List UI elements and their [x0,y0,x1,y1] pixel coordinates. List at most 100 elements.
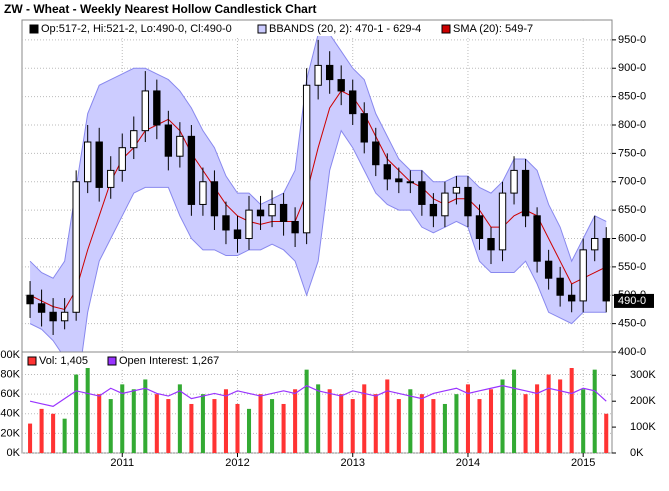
volume-bar [223,389,228,453]
candle-body [349,90,357,115]
candle-body [187,135,196,205]
volume-bar [316,384,321,453]
candle-body [233,229,242,239]
volume-bar [558,379,563,453]
volume-bar [189,403,194,453]
x-tick-label: 2014 [456,457,480,469]
volume-bar [419,394,424,453]
candle-body [591,237,599,251]
band-line [29,129,607,398]
legend-label: SMA (20): 549-7 [453,23,533,35]
volume-bar [442,403,447,453]
y-tick-label: 700-0 [618,176,646,188]
volume-bar [569,364,574,453]
volume-bar [28,423,33,453]
candle-body [360,113,368,143]
volume-bar [431,399,436,453]
y-tick-label: 900-0 [618,62,646,74]
candle-body [567,294,576,302]
candle-body [245,209,253,239]
candle-body [302,84,311,234]
volume-bar [408,389,413,453]
volume-bar [200,394,205,453]
volume-bar [143,379,148,453]
candle-body [107,169,115,188]
volume-bar [488,389,494,453]
candle-body [153,90,161,126]
volume-bar [581,389,586,453]
candle-body [325,64,334,81]
volume-bar [604,413,609,453]
legend-swatch [441,24,451,34]
candle-body [441,192,449,217]
x-tick-label: 2015 [571,457,595,469]
volume-bar [246,408,252,453]
candle-body [256,209,265,217]
candle-body [544,260,553,279]
legend-label: BBANDS (20, 2): 470-1 - 629-4 [269,23,421,35]
volume-bar [350,399,355,453]
y-tick-label: 400-0 [618,346,646,358]
candle-body [395,178,403,183]
volume-bar [362,384,367,453]
legend-label: Op:517-2, Hi:521-2, Lo:490-0, Cl:490-0 [41,23,232,35]
volume-bar [523,394,528,453]
volume-bar [270,399,275,453]
candle-body [533,215,541,262]
open-interest-line [29,384,607,408]
candle-body [118,147,126,171]
volume-bar [177,384,182,453]
volume-bar [500,379,505,453]
volume-bar [477,399,482,453]
candle-body [141,90,149,132]
candle-body [464,186,472,217]
volume-bar [258,394,263,453]
volume-bar [85,364,90,453]
volume-bar [304,369,309,453]
volume-bar [373,394,378,453]
candle-body [26,294,34,305]
legend-swatch [27,356,37,366]
legend-bar [23,22,611,36]
candle-body [372,141,380,166]
candle-body [383,164,391,180]
candle-body [510,169,518,194]
candle-body [429,203,438,217]
candle-body [268,203,276,217]
volume-bar [512,369,517,453]
candle-body [579,249,587,302]
y-tick-label: 650-0 [618,204,646,216]
candle-body [602,237,610,302]
volume-bar [62,418,67,453]
candle-body [521,169,530,217]
y-tick-label: 40K [0,408,20,420]
candle-body [487,237,495,251]
volume-bar [281,403,286,453]
y-tick-label: 850-0 [618,91,646,103]
x-tick-label: 2013 [340,457,364,469]
last-price-box [614,293,654,308]
candle-body [210,181,219,217]
y2-tick-label: 100K [630,421,656,433]
volume-bar [108,399,113,453]
legend-label: Open Interest: 1,267 [119,355,219,367]
candle-body [72,181,80,313]
y-tick-label: 100K [0,349,21,361]
candle-body [498,192,507,251]
volume-bar [396,399,401,453]
volume-bar [235,403,240,453]
candle-body [37,303,46,313]
candle-body [452,186,461,194]
volume-bar [293,389,298,453]
chart-title: ZW - Wheat - Weekly Nearest Hollow Candl… [4,2,317,16]
candle-body [176,135,184,157]
candle-body [84,141,92,183]
y-tick-label: 950-0 [618,34,646,46]
candle-body [222,215,230,231]
volume-bar [465,384,470,453]
volume-bar [39,408,44,453]
y2-tick-label: 200K [630,395,656,407]
volume-bar [74,374,79,453]
volume-bar [166,399,171,453]
